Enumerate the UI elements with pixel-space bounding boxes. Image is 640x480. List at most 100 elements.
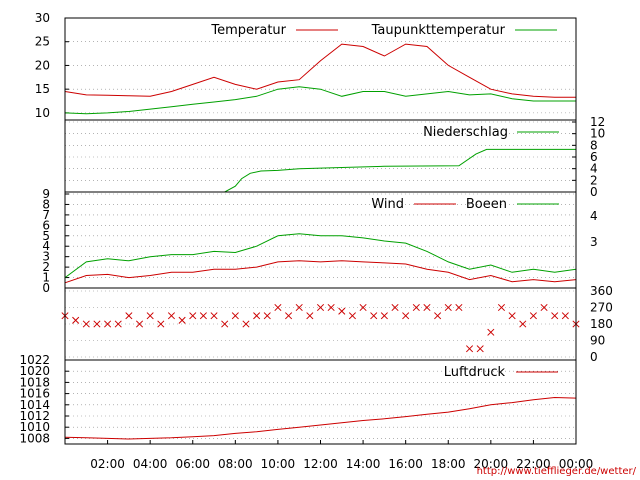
precipitation-line [65,148,576,193]
x-tick-label: 06:00 [175,457,210,471]
y-tick-label-right: 2 [590,173,598,187]
y-tick-label: 1010 [19,420,50,434]
y-tick-label-right: 90 [590,334,605,348]
direction-mark-stroke [327,303,335,312]
direction-mark-stroke [104,320,112,328]
x-tick-label: 20:00 [474,457,509,471]
y-tick-label: 1 [42,271,50,285]
direction-mark-stroke [465,345,474,353]
y-tick-label-right: 360 [590,284,613,298]
y-tick-label-right: 10 [590,127,605,141]
direction-point [434,312,442,320]
direction-point [402,312,410,320]
direction-point [221,320,229,328]
direction-point [295,303,303,312]
direction-point [497,303,506,312]
direction-point [93,320,101,328]
legend-taupunkt-label: Taupunkttemperatur [371,23,506,38]
y-tick-label-right: 8 [590,138,598,152]
direction-mark-stroke [402,312,410,320]
y-tick-label-right: 12 [590,115,605,129]
y-tick-label: 15 [35,82,50,96]
direction-point [167,312,176,320]
legend-luftdruck-label: Luftdruck [444,365,506,380]
credit-link[interactable]: http://www.tiefflieger.de/wetter/ [477,466,637,477]
direction-mark-stroke [178,316,186,324]
y-tick-label: 1014 [19,398,50,412]
direction-point [476,345,484,353]
y-tick-label-right: 0 [590,185,598,199]
y-tick-label-right: 3 [590,235,598,249]
direction-point [508,312,516,320]
direction-point [551,312,559,320]
direction-point [189,312,197,320]
y-tick-label: 9 [42,187,50,201]
y-tick-label: 1018 [19,375,50,389]
y-tick-label: 1016 [19,387,50,401]
direction-mark-stroke [487,328,495,336]
direction-mark-stroke [540,303,548,312]
direction-point [210,312,218,320]
legend-niederschlag-label: Niederschlag [423,125,508,140]
direction-point [114,320,122,328]
direction-point [253,312,261,320]
direction-point [274,303,282,312]
direction-point [178,316,186,324]
direction-mark-stroke [380,312,388,320]
y-tick-label: 25 [35,35,50,49]
direction-point [465,345,474,353]
y-tick-label: 1012 [19,409,50,423]
direction-point [104,320,112,328]
direction-mark-stroke [157,320,165,328]
direction-mark-stroke [114,320,122,328]
direction-point [135,320,144,328]
x-tick-label: 16:00 [388,457,423,471]
direction-point [444,303,452,312]
direction-mark-stroke [285,312,293,320]
direction-point [231,312,239,320]
direction-point [529,312,537,320]
direction-mark-stroke [529,312,537,320]
y-tick-label: 4 [42,239,50,253]
direction-point [455,303,463,312]
direction-point [146,312,154,320]
direction-mark-stroke [146,312,154,320]
pressure-line [64,396,577,440]
y-tick-label: 10 [35,106,50,120]
direction-mark-stroke [497,303,506,312]
direction-mark-stroke [221,320,229,328]
direction-mark-stroke [348,312,356,320]
direction-mark-stroke [359,303,367,312]
direction-point [263,312,271,320]
x-tick-label: 00:00 [559,457,594,471]
x-tick-label: 22:00 [516,457,551,471]
direction-mark-stroke [295,303,303,312]
direction-mark-stroke [519,320,527,328]
direction-mark-stroke [476,345,484,353]
direction-mark-stroke [423,303,431,312]
direction-mark-stroke [338,307,346,315]
direction-mark-stroke [508,312,516,320]
direction-mark-stroke [306,312,314,320]
direction-mark-stroke [551,312,559,320]
direction-point [327,303,335,312]
direction-mark-stroke [72,316,80,324]
y-tick-label-right: 0 [590,350,598,364]
direction-point [285,312,293,320]
y-tick-label: 7 [42,208,50,222]
y-tick-label: 6 [42,218,50,232]
direction-mark-stroke [455,303,463,312]
x-tick-label: 02:00 [90,457,125,471]
direction-mark-stroke [274,303,282,312]
direction-mark-stroke [242,320,250,328]
direction-mark-stroke [135,320,144,328]
direction-mark-stroke [231,312,239,320]
direction-point [72,316,80,324]
gust-line [64,233,577,279]
y-tick-label-right: 6 [590,150,598,164]
direction-mark-stroke [82,320,90,328]
y-tick-label: 3 [42,250,50,264]
direction-mark-stroke [125,312,133,320]
